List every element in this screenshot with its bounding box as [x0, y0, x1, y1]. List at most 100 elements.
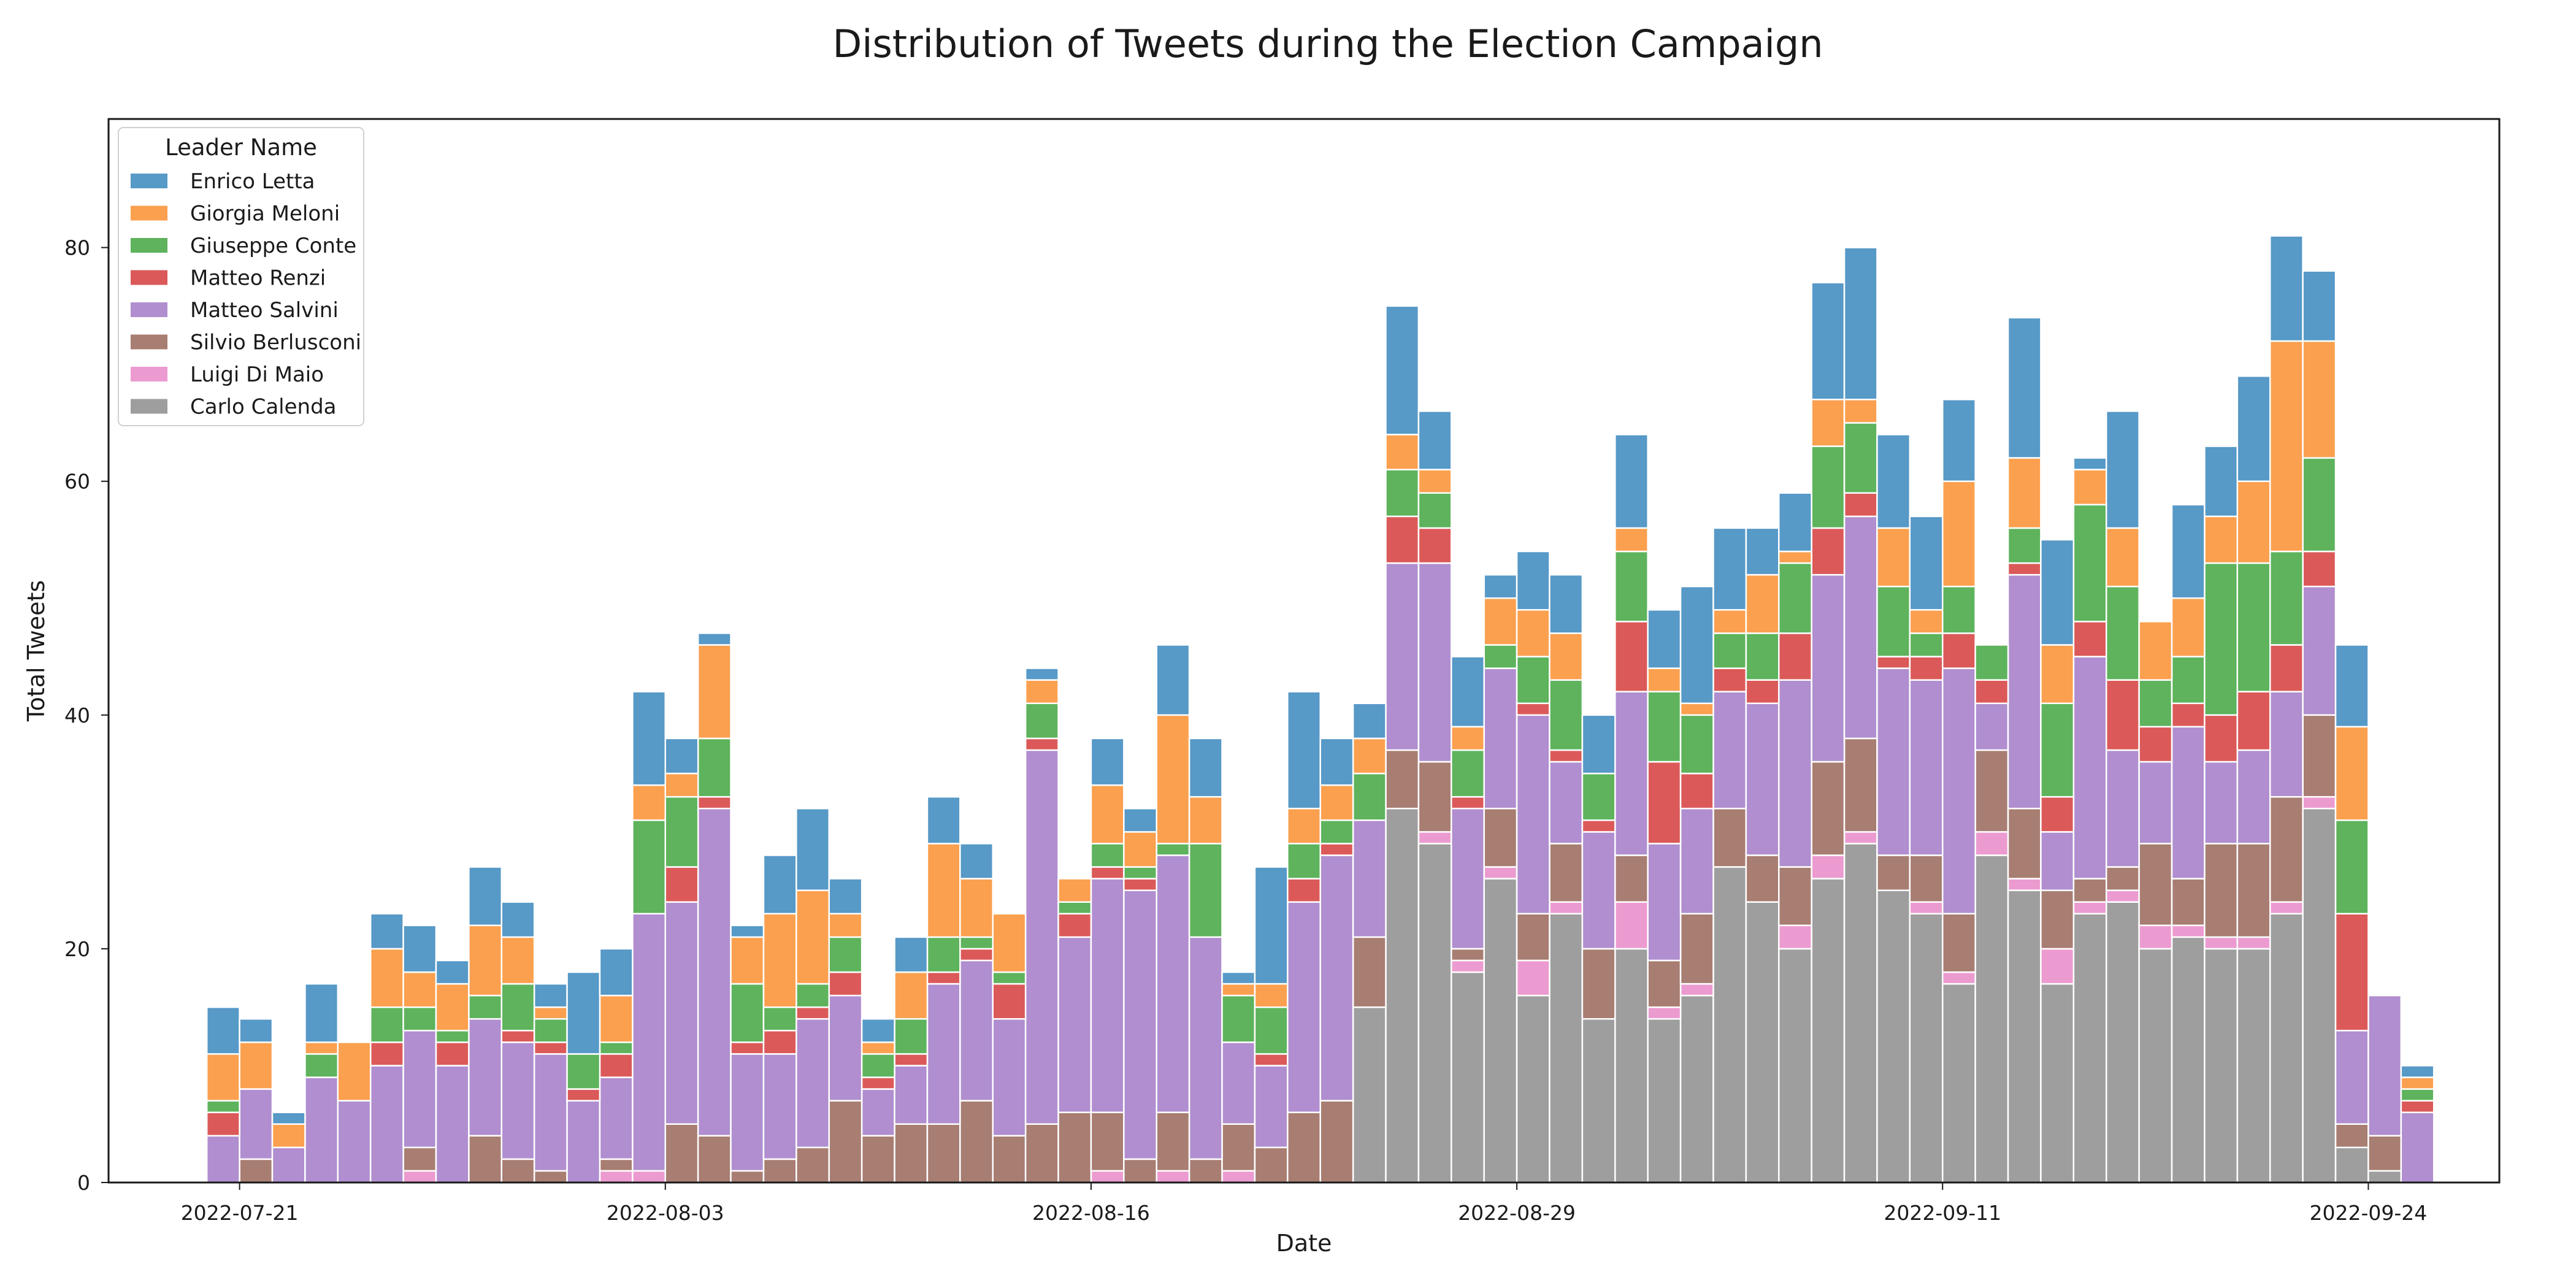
- bar-enrico-letta-2022-08-12: [959, 843, 994, 880]
- bar-luigi-di-maio-2022-09-14: [2040, 948, 2075, 985]
- bar-enrico-letta-2022-07-25: [369, 913, 404, 950]
- bar-enrico-letta-2022-08-20: [1221, 971, 1256, 985]
- bar-giorgia-meloni-2022-08-13: [992, 913, 1027, 973]
- bar-silvio-berlusconi-2022-08-13: [992, 1135, 1027, 1184]
- bar-giorgia-meloni-2022-08-09: [861, 1041, 895, 1055]
- bar-matteo-salvini-2022-07-20: [205, 1135, 240, 1184]
- legend-label-matteo-renzi: Matteo Renzi: [190, 266, 326, 291]
- bar-giorgia-meloni-2022-08-30: [1549, 632, 1584, 681]
- bars-layer: [205, 235, 2435, 1184]
- bar-matteo-salvini-2022-07-22: [271, 1146, 306, 1184]
- bar-matteo-salvini-2022-08-07: [795, 1018, 830, 1149]
- bar-enrico-letta-2022-08-28: [1483, 573, 1518, 599]
- bar-luigi-di-maio-2022-09-06: [1778, 924, 1812, 950]
- bar-matteo-salvini-2022-08-25: [1385, 562, 1420, 751]
- bar-matteo-renzi-2022-09-21: [2269, 644, 2304, 692]
- bar-giuseppe-conte-2022-09-02: [1647, 691, 1682, 763]
- bar-silvio-berlusconi-2022-08-22: [1287, 1111, 1321, 1184]
- bar-enrico-letta-2022-09-18: [2171, 504, 2206, 599]
- bar-giorgia-meloni-2022-09-07: [1811, 399, 1846, 447]
- bar-enrico-letta-2022-08-09: [861, 1018, 895, 1043]
- bar-giuseppe-conte-2022-08-03: [664, 795, 699, 868]
- bar-matteo-salvini-2022-08-01: [599, 1076, 634, 1160]
- bar-giuseppe-conte-2022-07-26: [402, 1006, 437, 1032]
- bar-silvio-berlusconi-2022-08-07: [795, 1146, 830, 1184]
- bar-matteo-salvini-2022-09-16: [2105, 749, 2140, 868]
- bar-carlo-calenda-2022-09-10: [1909, 913, 1944, 1184]
- bar-giuseppe-conte-2022-09-13: [2007, 527, 2042, 564]
- bar-giorgia-meloni-2022-08-16: [1090, 784, 1125, 845]
- x-axis-label: Date: [1276, 1230, 1332, 1257]
- legend-title: Leader Name: [165, 134, 317, 161]
- bar-matteo-salvini-2022-08-03: [664, 901, 699, 1125]
- x-tick-label: 2022-09-24: [2310, 1201, 2428, 1225]
- bar-matteo-salvini-2022-07-21: [239, 1088, 274, 1160]
- bar-silvio-berlusconi-2022-08-20: [1221, 1123, 1256, 1172]
- bar-matteo-salvini-2022-09-03: [1679, 807, 1714, 914]
- bar-giorgia-meloni-2022-07-23: [304, 1041, 339, 1055]
- bar-giuseppe-conte-2022-08-22: [1287, 843, 1321, 880]
- bar-matteo-salvini-2022-08-22: [1287, 901, 1321, 1113]
- bar-carlo-calenda-2022-08-29: [1516, 994, 1551, 1184]
- bar-luigi-di-maio-2022-08-18: [1156, 1170, 1190, 1184]
- bar-giuseppe-conte-2022-08-30: [1549, 679, 1584, 751]
- bar-enrico-letta-2022-08-22: [1287, 691, 1321, 810]
- bar-giorgia-meloni-2022-09-13: [2007, 457, 2042, 529]
- bar-matteo-renzi-2022-08-01: [599, 1053, 634, 1078]
- bar-matteo-renzi-2022-07-27: [435, 1041, 470, 1067]
- legend-label-enrico-letta: Enrico Letta: [190, 169, 315, 194]
- bar-matteo-renzi-2022-08-23: [1319, 843, 1354, 856]
- bar-giuseppe-conte-2022-09-21: [2269, 550, 2304, 646]
- bar-matteo-renzi-2022-07-20: [205, 1111, 240, 1137]
- bar-giuseppe-conte-2022-08-04: [697, 737, 732, 798]
- bar-giuseppe-conte-2022-08-06: [762, 1006, 797, 1032]
- bar-giorgia-meloni-2022-08-05: [730, 936, 765, 985]
- bar-giuseppe-conte-2022-09-14: [2040, 702, 2075, 798]
- bar-giorgia-meloni-2022-07-26: [402, 971, 437, 1008]
- bar-matteo-salvini-2022-09-10: [1909, 679, 1944, 856]
- bar-luigi-di-maio-2022-08-29: [1516, 959, 1551, 997]
- bar-giorgia-meloni-2022-07-28: [468, 924, 503, 997]
- bar-carlo-calenda-2022-08-30: [1549, 913, 1584, 1184]
- bar-enrico-letta-2022-07-20: [205, 1006, 240, 1055]
- legend-swatch-enrico-letta: [131, 174, 167, 188]
- bar-matteo-renzi-2022-08-15: [1057, 913, 1092, 938]
- bar-giorgia-meloni-2022-08-19: [1188, 795, 1223, 845]
- bar-luigi-di-maio-2022-08-28: [1483, 866, 1518, 880]
- bar-giorgia-meloni-2022-07-22: [271, 1123, 306, 1149]
- bar-enrico-letta-2022-09-10: [1909, 515, 1944, 611]
- bar-luigi-di-maio-2022-08-02: [632, 1170, 667, 1184]
- bar-luigi-di-maio-2022-09-08: [1843, 831, 1878, 845]
- bar-enrico-letta-2022-08-26: [1417, 410, 1452, 470]
- bar-matteo-renzi-2022-08-30: [1549, 749, 1584, 763]
- bar-enrico-letta-2022-09-23: [2334, 644, 2369, 728]
- bar-matteo-renzi-2022-08-31: [1581, 819, 1616, 833]
- bar-giuseppe-conte-2022-08-18: [1156, 843, 1190, 856]
- bar-carlo-calenda-2022-09-07: [1811, 878, 1846, 1184]
- bar-silvio-berlusconi-2022-09-06: [1778, 866, 1812, 927]
- bar-matteo-salvini-2022-07-28: [468, 1018, 503, 1137]
- bar-giorgia-meloni-2022-08-22: [1287, 807, 1321, 845]
- bar-enrico-letta-2022-08-03: [664, 737, 699, 775]
- bar-matteo-salvini-2022-08-10: [894, 1065, 929, 1125]
- bar-matteo-renzi-2022-09-12: [1974, 679, 2009, 704]
- bar-matteo-renzi-2022-07-25: [369, 1041, 404, 1067]
- bar-enrico-letta-2022-08-10: [894, 936, 929, 973]
- bar-matteo-salvini-2022-07-30: [533, 1053, 568, 1172]
- bar-matteo-renzi-2022-08-17: [1123, 878, 1157, 891]
- legend-label-carlo-calenda: Carlo Calenda: [190, 395, 337, 420]
- bar-matteo-salvini-2022-09-07: [1811, 573, 1846, 763]
- bar-matteo-salvini-2022-08-20: [1221, 1041, 1256, 1125]
- bar-giorgia-meloni-2022-08-10: [894, 971, 929, 1020]
- bar-matteo-renzi-2022-09-05: [1745, 679, 1780, 704]
- x-tick-label: 2022-08-16: [1032, 1201, 1150, 1225]
- bar-giorgia-meloni-2022-08-27: [1451, 726, 1485, 751]
- bar-matteo-salvini-2022-09-19: [2204, 761, 2239, 845]
- bar-silvio-berlusconi-2022-09-02: [1647, 959, 1682, 1008]
- bar-luigi-di-maio-2022-08-16: [1090, 1170, 1125, 1184]
- bar-silvio-berlusconi-2022-09-03: [1679, 913, 1714, 985]
- bar-carlo-calenda-2022-09-01: [1614, 948, 1649, 1184]
- bar-carlo-calenda-2022-08-28: [1483, 878, 1518, 1184]
- bar-luigi-di-maio-2022-08-27: [1451, 959, 1485, 973]
- bar-matteo-renzi-2022-08-27: [1451, 795, 1485, 810]
